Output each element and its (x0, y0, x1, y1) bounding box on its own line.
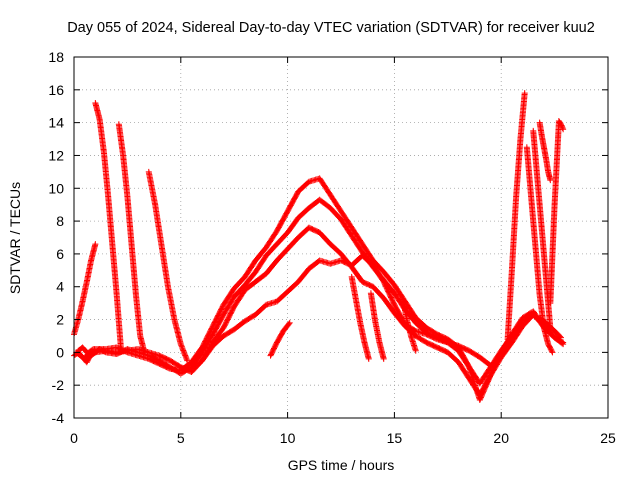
y-tick-label: 16 (48, 82, 64, 98)
y-tick-label: -2 (52, 377, 65, 393)
data-point (411, 327, 418, 334)
data-point (432, 335, 439, 342)
y-tick-label: -4 (52, 410, 65, 426)
data-point (521, 90, 528, 97)
data-point (141, 349, 148, 356)
series-arc-8 (145, 168, 191, 364)
series-arc-17 (547, 119, 562, 307)
series-arc-9 (267, 319, 293, 359)
series-arc-16 (536, 119, 554, 184)
data-point (560, 126, 567, 133)
series-arc-14 (523, 144, 556, 356)
chart-gridlines (74, 57, 608, 418)
y-axis-label: SDTVAR / TECUs (7, 182, 23, 294)
plot-frame (73, 56, 609, 419)
series-arc-18 (555, 117, 567, 133)
axis-ticks (73, 56, 609, 419)
y-axis-tick-labels: -4 -2 0 2 4 6 8 10 12 14 16 18 (48, 49, 64, 426)
data-point (365, 355, 372, 362)
series-arc-15 (530, 127, 554, 331)
data-point (165, 365, 172, 372)
data-point (549, 349, 556, 356)
data-point (559, 340, 566, 347)
data-point (487, 362, 494, 369)
series-arc-6 (92, 99, 124, 353)
data-point (286, 319, 293, 326)
series-arc-12 (399, 296, 419, 354)
y-tick-label: 12 (48, 147, 64, 163)
chart-title: Day 055 of 2024, Sidereal Day-to-day VTE… (67, 20, 595, 36)
y-tick-label: 0 (56, 344, 64, 360)
data-point (547, 324, 554, 331)
series-arc-4 (199, 252, 494, 369)
series-arc-5 (71, 241, 99, 338)
data-point (559, 124, 566, 131)
x-tick-label: 10 (280, 430, 296, 446)
x-axis-label: GPS time / hours (288, 457, 395, 473)
x-tick-label: 25 (600, 430, 616, 446)
x-tick-label: 15 (387, 430, 403, 446)
y-tick-label: 18 (48, 49, 64, 65)
data-point (547, 177, 554, 184)
series-arc-3 (73, 175, 567, 403)
y-tick-label: 10 (48, 180, 64, 196)
data-point (184, 357, 191, 364)
data-point (486, 361, 493, 368)
series-arc-13 (504, 90, 528, 343)
data-series (71, 90, 567, 403)
series-arc-7 (115, 121, 148, 356)
series-arc-10 (348, 273, 372, 362)
y-tick-label: 8 (56, 213, 64, 229)
x-axis-tick-labels: 0 5 10 15 20 25 (70, 430, 616, 446)
y-tick-label: 6 (56, 246, 64, 262)
data-point (117, 346, 124, 353)
series-arc-11 (367, 290, 387, 362)
data-point (412, 347, 419, 354)
data-point (285, 320, 292, 327)
data-point (92, 241, 99, 248)
y-tick-label: 14 (48, 115, 64, 131)
x-tick-label: 20 (493, 430, 509, 446)
x-tick-label: 5 (177, 430, 185, 446)
x-tick-label: 0 (70, 430, 78, 446)
data-point (560, 341, 567, 348)
data-point (123, 348, 130, 355)
y-tick-label: 4 (56, 279, 64, 295)
y-tick-label: 2 (56, 312, 64, 328)
data-point (380, 355, 387, 362)
data-point (548, 348, 555, 355)
